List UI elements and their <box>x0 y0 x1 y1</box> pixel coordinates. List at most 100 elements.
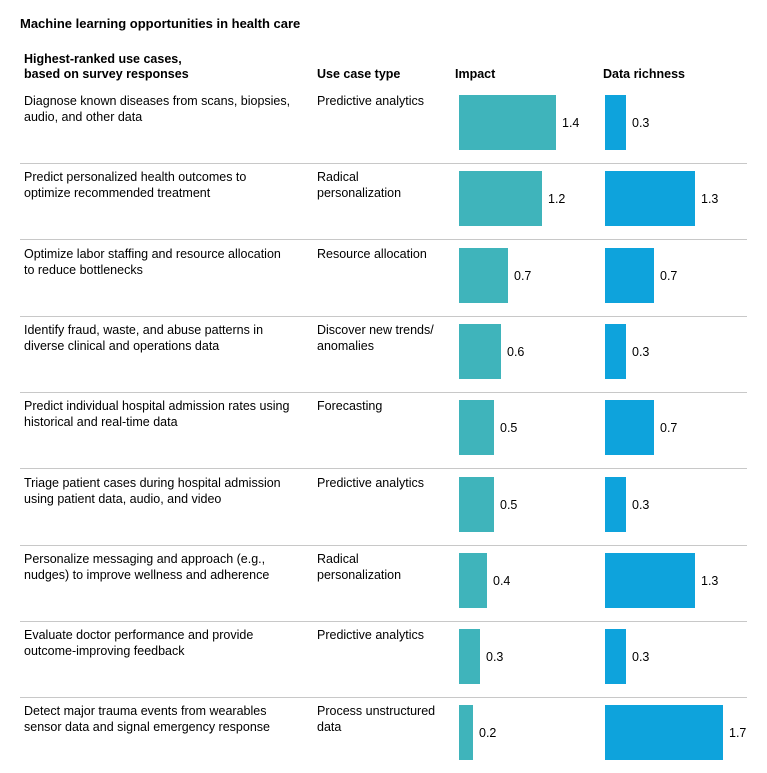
data-richness-bar <box>605 629 626 685</box>
impact-bar <box>459 476 494 532</box>
header-use-case-line1: Highest-ranked use cases, <box>24 52 182 66</box>
use-case-line: Triage patient cases during hospital adm… <box>24 475 281 490</box>
use-case-line: Optimize labor staffing and resource all… <box>24 246 281 261</box>
use-case-line: Personalize messaging and approach (e.g.… <box>24 551 266 566</box>
use-case-type-line: Predictive analytics <box>317 628 424 643</box>
use-case-type-line: Discover new trends/ <box>317 322 434 337</box>
impact-value-label: 0.2 <box>479 726 497 741</box>
use-case-type: Forecasting <box>317 398 452 414</box>
data-richness-value-label: 0.7 <box>660 268 678 283</box>
impact-value-label: 0.7 <box>514 268 532 283</box>
data-richness-value-label: 0.3 <box>632 344 650 359</box>
use-case-type-line: anomalies <box>317 338 374 353</box>
use-case-line: outcome-improving feedback <box>24 644 185 659</box>
data-richness-bar <box>605 247 654 303</box>
use-case-type: Process unstructured data <box>317 703 452 735</box>
impact-value-label: 0.5 <box>500 497 518 512</box>
data-richness-bar <box>605 323 626 379</box>
data-richness-bar <box>605 400 654 456</box>
data-richness-value-label: 1.3 <box>701 192 719 207</box>
impact-value-label: 0.5 <box>500 421 518 436</box>
table-row: Evaluate doctor performance and provide o… <box>20 621 747 699</box>
table-row: Triage patient cases during hospital adm… <box>20 469 747 546</box>
data-richness-bar <box>605 95 626 150</box>
use-case-type-line: Predictive analytics <box>317 475 424 490</box>
use-case-label: Detect major trauma events from wearable… <box>24 703 314 735</box>
use-case-label: Predict personalized health outcomes to o… <box>24 169 314 201</box>
use-case-line: diverse clinical and operations data <box>24 338 220 353</box>
impact-value-label: 0.4 <box>493 573 511 588</box>
use-case-line: using patient data, audio, and video <box>24 491 222 506</box>
use-case-label: Predict individual hospital admission ra… <box>24 398 314 430</box>
use-case-type: Predictive analytics <box>317 627 452 643</box>
data-richness-value-label: 0.7 <box>660 421 678 436</box>
use-case-line: Diagnose known diseases from scans, biop… <box>24 94 291 108</box>
impact-bar <box>459 552 487 608</box>
table-row: Optimize labor staffing and resource all… <box>20 240 747 317</box>
use-case-line: optimize recommended treatment <box>24 186 211 201</box>
use-case-label: Triage patient cases during hospital adm… <box>24 475 314 507</box>
impact-bar <box>459 323 501 379</box>
use-case-line: Evaluate doctor performance and provide <box>24 628 254 643</box>
data-richness-value-label: 1.7 <box>729 726 747 741</box>
header-use-case-type: Use case type <box>317 67 401 81</box>
use-case-label: Identify fraud, waste, and abuse pattern… <box>24 322 314 354</box>
use-case-type-line: Radical <box>317 170 359 185</box>
table-row: Predict personalized health outcomes to o… <box>20 163 747 241</box>
impact-bar <box>459 95 556 150</box>
use-case-type-line: Forecasting <box>317 399 383 414</box>
use-case-type-line: Resource allocation <box>317 246 427 261</box>
table-row: Predict individual hospital admission ra… <box>20 392 747 470</box>
use-case-type: Predictive analytics <box>317 475 452 491</box>
use-case-line: historical and real-time data <box>24 415 178 430</box>
impact-bar <box>459 400 494 456</box>
use-case-type: Radical personalization <box>317 551 452 583</box>
use-case-type: Discover new trends/anomalies <box>317 322 452 354</box>
use-case-type-line: personalization <box>317 186 402 201</box>
use-case-type-line: Radical <box>317 551 359 566</box>
use-case-label: Optimize labor staffing and resource all… <box>24 246 314 278</box>
header-impact: Impact <box>455 67 496 81</box>
use-case-line: Detect major trauma events from wearable… <box>24 704 267 719</box>
use-case-type-line: Predictive analytics <box>317 94 424 108</box>
use-case-type: Resource allocation <box>317 246 452 262</box>
data-richness-bar <box>605 552 695 608</box>
impact-value-label: 1.4 <box>562 116 580 130</box>
use-case-type-line: data <box>317 720 342 735</box>
data-richness-value-label: 1.3 <box>701 573 719 588</box>
use-case-line: nudges) to improve wellness and adherenc… <box>24 567 270 582</box>
use-case-type-line: Process unstructured <box>317 704 436 719</box>
data-richness-value-label: 0.3 <box>632 116 650 130</box>
data-richness-bar <box>605 705 723 761</box>
use-case-type: Predictive analytics <box>317 93 452 109</box>
impact-bar <box>459 629 480 685</box>
use-case-line: to reduce bottlenecks <box>24 262 143 277</box>
use-case-line: Predict individual hospital admission ra… <box>24 399 290 414</box>
table-row: Detect major trauma events from wearable… <box>20 697 747 773</box>
impact-bar <box>459 171 542 227</box>
chart-title: Machine learning opportunities in health… <box>20 16 301 31</box>
data-richness-bar <box>605 171 695 227</box>
impact-value-label: 0.6 <box>507 344 525 359</box>
data-richness-value-label: 0.3 <box>632 497 650 512</box>
use-case-label: Evaluate doctor performance and provide o… <box>24 627 314 659</box>
use-case-line: audio, and other data <box>24 110 143 124</box>
table-row: Personalize messaging and approach (e.g.… <box>20 545 747 622</box>
use-case-type: Radical personalization <box>317 169 452 201</box>
impact-value-label: 0.3 <box>486 650 504 665</box>
use-case-line: Predict personalized health outcomes to <box>24 170 247 185</box>
table-row: Diagnose known diseases from scans, biop… <box>20 87 747 164</box>
use-case-line: Identify fraud, waste, and abuse pattern… <box>24 322 264 337</box>
impact-value-label: 1.2 <box>548 192 566 207</box>
header-data-richness: Data richness <box>603 67 685 81</box>
data-richness-value-label: 0.3 <box>632 650 650 665</box>
header-use-case-line2: based on survey responses <box>24 67 189 81</box>
use-case-type-line: personalization <box>317 567 402 582</box>
data-richness-bar <box>605 476 626 532</box>
table-row: Identify fraud, waste, and abuse pattern… <box>20 316 747 393</box>
use-case-line: sensor data and signal emergency respons… <box>24 720 270 735</box>
impact-bar <box>459 705 473 761</box>
use-case-label: Personalize messaging and approach (e.g.… <box>24 551 314 583</box>
use-case-label: Diagnose known diseases from scans, biop… <box>24 93 314 125</box>
impact-bar <box>459 247 508 303</box>
